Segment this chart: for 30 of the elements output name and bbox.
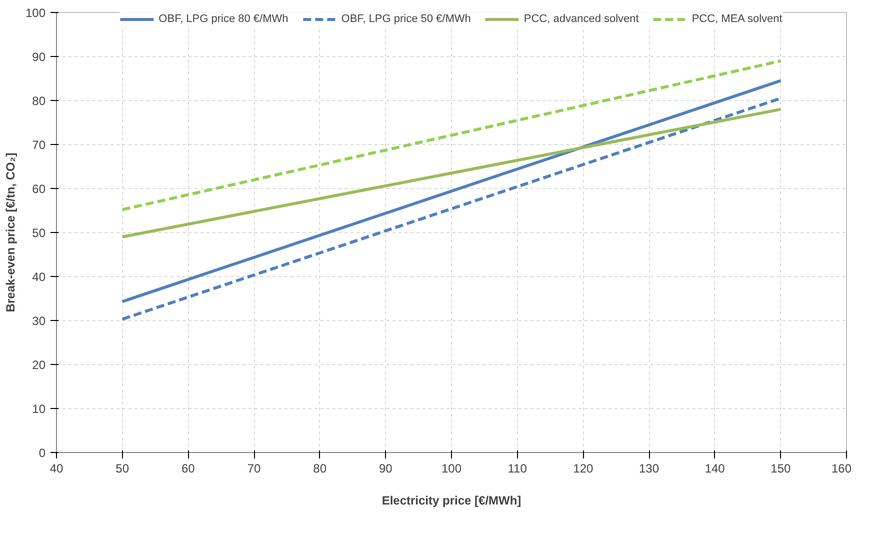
- x-tick-label: 120: [573, 462, 594, 476]
- y-tick-label: 40: [32, 270, 46, 284]
- x-tick-label: 100: [441, 462, 462, 476]
- y-tick-label: 20: [32, 358, 46, 372]
- y-tick-label: 0: [38, 446, 46, 460]
- y-tick-label: 60: [32, 182, 46, 196]
- y-tick-label: 10: [32, 402, 46, 416]
- x-tick-label: 60: [181, 462, 196, 476]
- x-tick-label: 70: [247, 462, 261, 476]
- x-tick-label: 50: [116, 462, 130, 476]
- x-tick-label: 40: [50, 462, 64, 476]
- x-tick-label: 130: [638, 462, 660, 476]
- legend-label: OBF, LPG price 80 €/MWh: [158, 12, 288, 26]
- legend-label: OBF, LPG price 50 €/MWh: [341, 12, 471, 26]
- x-tick-label: 80: [313, 462, 327, 476]
- y-tick-label: 100: [25, 6, 46, 20]
- x-axis-title: Electricity price [€/MWh]: [382, 494, 522, 508]
- legend-label: PCC, advanced solvent: [524, 12, 639, 26]
- x-tick-label: 140: [704, 462, 726, 476]
- x-tick-label: 150: [770, 462, 792, 476]
- x-tick-label: 160: [831, 462, 852, 476]
- y-tick-label: 80: [32, 94, 46, 108]
- y-tick-label: 70: [32, 138, 46, 152]
- y-tick-label: 50: [32, 226, 46, 240]
- y-tick-label: 30: [32, 314, 46, 328]
- x-tick-label: 110: [508, 462, 528, 476]
- y-axis-title: Break-even price [€/tn, CO₂]: [3, 152, 18, 312]
- y-tick-label: 90: [32, 50, 46, 64]
- x-tick-label: 90: [378, 462, 393, 476]
- legend-label: PCC, MEA solvent: [692, 12, 782, 26]
